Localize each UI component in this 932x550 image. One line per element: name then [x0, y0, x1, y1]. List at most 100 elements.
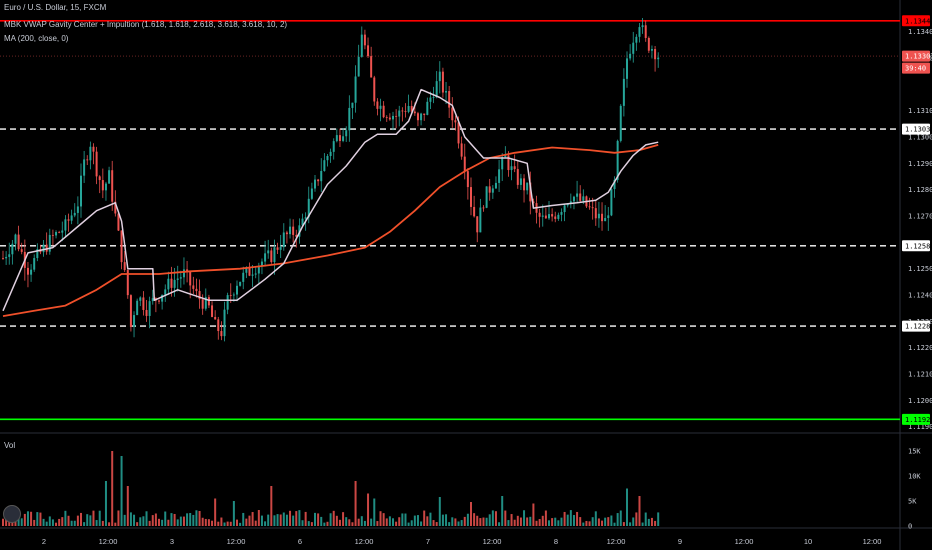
volume-bar: [176, 519, 179, 526]
volume-bar: [388, 516, 391, 526]
time-tick-label: 12:00: [483, 537, 502, 546]
candle-body: [554, 216, 557, 219]
volume-bar: [438, 497, 441, 526]
volume-bar: [314, 512, 316, 526]
volume-bar: [273, 515, 276, 526]
volume-bar: [189, 513, 192, 526]
candle-body: [179, 277, 182, 279]
volume-bar: [301, 520, 304, 526]
candle-body: [186, 269, 189, 272]
volume-bar: [638, 496, 641, 526]
volume-bar: [67, 515, 70, 526]
candle-body: [323, 160, 326, 172]
volume-bar: [148, 520, 151, 526]
volume-bar: [551, 518, 554, 526]
volume-bar: [236, 519, 238, 526]
volume-bar: [501, 496, 504, 526]
volume-bar: [289, 510, 292, 526]
price-tick-label: 1.11900: [908, 423, 932, 431]
volume-tick-label: 5K: [908, 498, 917, 506]
volume-bar: [298, 510, 301, 526]
candle-body: [604, 218, 607, 222]
volume-bar: [641, 522, 644, 526]
volume-bar: [529, 516, 532, 526]
volume-bar: [120, 456, 123, 526]
candle-body: [182, 269, 185, 278]
volume-bar: [242, 512, 245, 526]
candle-body: [292, 226, 295, 235]
candle-body: [307, 198, 310, 218]
volume-bar: [538, 519, 541, 526]
volume-bar: [114, 522, 117, 526]
volume-bar: [572, 515, 575, 526]
volume-bar: [126, 486, 129, 526]
volume-legend: Vol: [4, 441, 16, 450]
candle-body: [45, 244, 48, 252]
price-tag: [902, 123, 930, 135]
price-tick-label: 1.12200: [908, 344, 932, 352]
candle-body: [485, 186, 488, 208]
volume-bar: [557, 520, 560, 526]
candle-body: [123, 262, 126, 271]
candle-body: [538, 212, 541, 217]
volume-bar: [267, 514, 270, 526]
candle-body: [214, 316, 217, 320]
volume-bar: [310, 522, 313, 526]
candle-body: [416, 113, 419, 121]
candle-body: [236, 285, 238, 295]
volume-bar: [576, 511, 579, 526]
volume-bar: [257, 510, 260, 526]
volume-bar: [179, 516, 182, 526]
candle-body: [98, 176, 101, 181]
candle-body: [404, 111, 407, 112]
volume-bar: [51, 519, 54, 526]
volume-bar: [104, 481, 107, 526]
candle-body: [385, 117, 388, 118]
volume-bar: [451, 517, 454, 526]
tradingview-logo-icon[interactable]: [3, 505, 21, 523]
candle-body: [548, 214, 550, 219]
candle-body: [395, 115, 398, 117]
volume-bar: [45, 521, 48, 526]
volume-bar: [332, 510, 335, 526]
volume-bar: [379, 511, 382, 526]
candle-body: [133, 315, 136, 327]
candle-body: [114, 201, 117, 214]
volume-bar: [563, 511, 566, 526]
time-tick-label: 8: [554, 537, 558, 546]
volume-bar: [657, 512, 660, 526]
price-tag: [902, 62, 930, 74]
candle-body: [254, 273, 257, 275]
volume-bar: [413, 515, 416, 526]
candle-body: [83, 159, 86, 176]
candle-body: [613, 179, 616, 190]
candle-body: [148, 301, 151, 316]
candle-body: [470, 187, 472, 207]
volume-bar: [404, 513, 407, 526]
volume-bar: [73, 520, 76, 526]
price-tag-label: 1.13307: [905, 53, 932, 61]
candle-body: [494, 182, 497, 189]
volume-bar: [229, 521, 232, 526]
time-tick-label: 12:00: [863, 537, 882, 546]
volume-bar: [201, 517, 204, 526]
candle-body: [217, 319, 220, 332]
candle-body: [607, 215, 610, 219]
candle-body: [111, 170, 114, 202]
volume-bar: [466, 513, 469, 526]
candle-body: [491, 188, 494, 193]
price-tag: [902, 240, 930, 252]
candle-body: [345, 130, 348, 137]
price-tag-label: 39:40: [905, 65, 926, 73]
candle-body: [516, 169, 519, 185]
candle-body: [579, 193, 582, 201]
candle-body: [2, 258, 4, 259]
candle-body: [73, 212, 76, 216]
symbol-legend: Euro / U.S. Dollar, 15, FXCM: [4, 3, 107, 12]
volume-bar: [485, 517, 488, 526]
candle-body: [173, 279, 176, 288]
volume-bar: [239, 522, 242, 526]
candle-body: [438, 71, 441, 82]
volume-bar: [36, 512, 39, 526]
